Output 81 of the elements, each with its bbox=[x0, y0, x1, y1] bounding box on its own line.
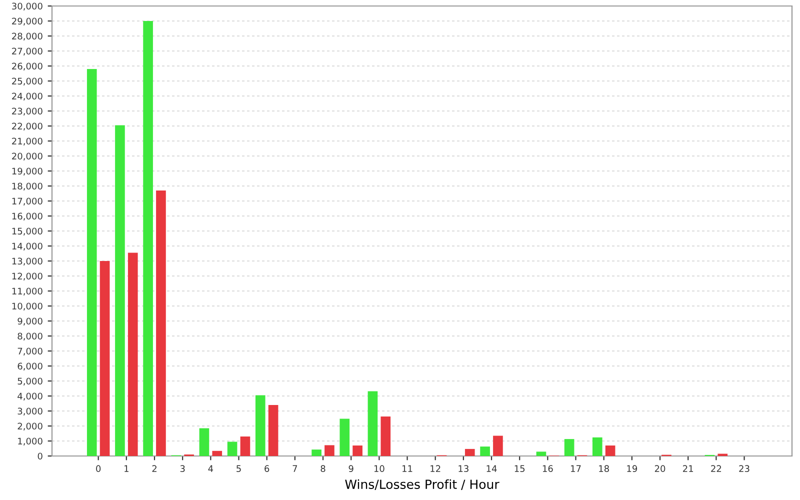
x-tick-label: 19 bbox=[627, 465, 638, 472]
bar bbox=[368, 391, 378, 456]
bar bbox=[227, 442, 238, 456]
y-tick-label: 18,000 bbox=[12, 182, 42, 190]
y-tick-label: 26,000 bbox=[12, 62, 42, 70]
y-tick-label: 24,000 bbox=[12, 92, 42, 100]
y-tick-label: 14,000 bbox=[12, 242, 42, 250]
bar bbox=[255, 395, 266, 456]
y-tick-label: 19,000 bbox=[12, 168, 42, 176]
x-tick-label: 18 bbox=[599, 465, 609, 472]
bar bbox=[480, 446, 490, 456]
y-tick-label: 0 bbox=[38, 452, 42, 460]
y-tick-label: 21,000 bbox=[12, 138, 42, 146]
y-tick-label: 4,000 bbox=[18, 392, 42, 400]
x-tick-label: 4 bbox=[208, 465, 214, 472]
y-tick-label: 16,000 bbox=[12, 212, 42, 220]
x-tick-label: 16 bbox=[542, 465, 553, 472]
y-tick-label: 3,000 bbox=[18, 408, 42, 416]
bar bbox=[464, 448, 475, 456]
x-tick-label: 7 bbox=[292, 465, 298, 472]
y-tick-label: 22,000 bbox=[12, 122, 42, 130]
x-tick-label: 0 bbox=[96, 465, 101, 472]
y-tick-label: 25,000 bbox=[12, 78, 42, 86]
bar bbox=[564, 439, 574, 456]
y-tick-label: 7,000 bbox=[18, 348, 42, 356]
y-tick-label: 13,000 bbox=[12, 258, 42, 266]
bar bbox=[115, 125, 125, 456]
bar bbox=[199, 428, 210, 456]
bar bbox=[493, 436, 503, 456]
bar bbox=[86, 69, 97, 456]
x-tick-label: 17 bbox=[571, 465, 581, 472]
x-tick-label: 14 bbox=[486, 465, 497, 472]
bar bbox=[143, 21, 153, 456]
y-tick-label: 10,000 bbox=[12, 302, 42, 310]
bar bbox=[128, 252, 138, 456]
x-tick-label: 2 bbox=[152, 465, 156, 472]
x-tick-label: 23 bbox=[739, 465, 750, 472]
y-tick-label: 11,000 bbox=[12, 288, 42, 296]
bar bbox=[536, 452, 546, 456]
bar bbox=[352, 446, 362, 456]
bar bbox=[268, 405, 278, 456]
y-tick-label: 28,000 bbox=[12, 32, 42, 40]
x-tick-label: 15 bbox=[514, 465, 525, 472]
y-tick-label: 30,000 bbox=[12, 2, 42, 10]
y-tick-label: 2,000 bbox=[18, 422, 42, 430]
bar bbox=[380, 416, 391, 456]
bar bbox=[100, 261, 110, 456]
bar bbox=[324, 445, 334, 456]
y-tick-label: 12,000 bbox=[12, 272, 42, 280]
bar bbox=[156, 190, 166, 456]
bar bbox=[312, 450, 322, 456]
bar bbox=[605, 446, 616, 456]
x-tick-label: 11 bbox=[402, 465, 412, 472]
bar bbox=[592, 437, 602, 456]
x-tick-label: 10 bbox=[374, 465, 384, 472]
x-tick-label: 20 bbox=[654, 465, 666, 472]
y-tick-label: 6,000 bbox=[18, 362, 42, 370]
x-tick-label: 1 bbox=[124, 465, 128, 472]
y-tick-label: 23,000 bbox=[12, 108, 42, 116]
y-tick-label: 8,000 bbox=[18, 332, 42, 340]
x-tick-label: 9 bbox=[348, 465, 354, 472]
y-tick-label: 15,000 bbox=[12, 228, 42, 236]
y-tick-label: 17,000 bbox=[12, 198, 42, 206]
y-tick-label: 20,000 bbox=[12, 152, 42, 160]
x-axis-title: Wins/Losses Profit / Hour bbox=[345, 479, 500, 490]
x-tick-label: 21 bbox=[683, 465, 693, 472]
y-tick-label: 27,000 bbox=[12, 48, 42, 56]
x-tick-label: 6 bbox=[264, 465, 270, 472]
x-tick-label: 13 bbox=[458, 465, 468, 472]
y-tick-label: 9,000 bbox=[18, 318, 42, 326]
x-tick-label: 5 bbox=[236, 465, 241, 472]
bar bbox=[240, 436, 250, 456]
bar bbox=[212, 450, 222, 456]
x-tick-label: 12 bbox=[430, 465, 440, 472]
bar bbox=[340, 418, 350, 456]
x-tick-label: 22 bbox=[711, 465, 722, 472]
x-tick-label: 3 bbox=[180, 465, 185, 472]
y-tick-label: 29,000 bbox=[12, 18, 42, 26]
y-tick-label: 5,000 bbox=[18, 378, 42, 386]
y-tick-label: 1,000 bbox=[18, 438, 42, 446]
x-tick-label: 8 bbox=[320, 465, 326, 472]
